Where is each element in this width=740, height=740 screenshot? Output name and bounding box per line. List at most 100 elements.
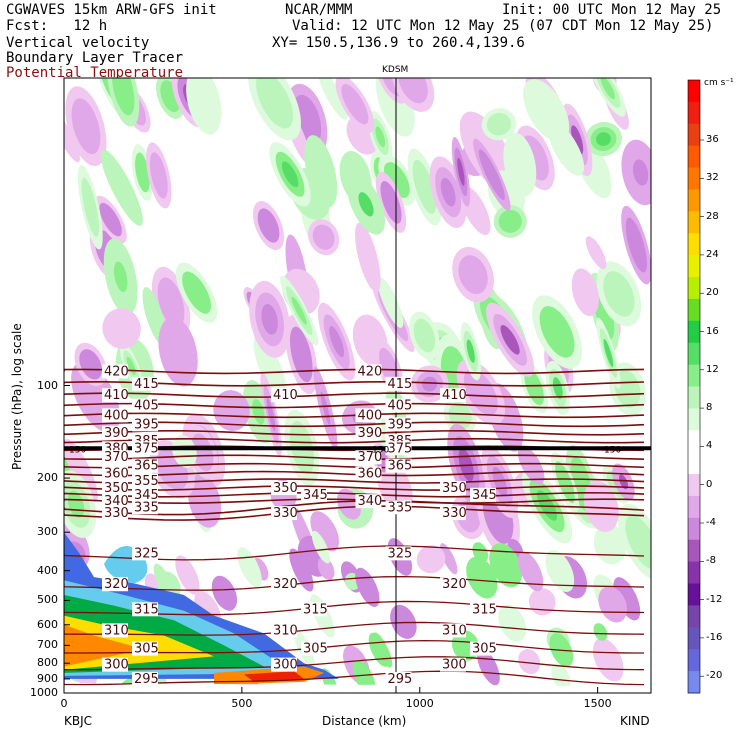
updraft-cell [523, 79, 570, 143]
downdraft-cell [384, 190, 398, 215]
theta-label-bg [102, 408, 128, 423]
y-tick-label: 1000 [30, 686, 58, 699]
colorbar-label: 0 [706, 478, 713, 490]
theta-label-bg [440, 657, 466, 672]
downdraft-cell [64, 439, 98, 503]
updraft-cell [545, 550, 575, 592]
theta-contour-label: 315 [134, 602, 159, 617]
theta-contour-label: 365 [388, 459, 413, 474]
y-tick-label: 700 [37, 638, 58, 652]
colorbar-swatch [688, 452, 700, 475]
theta-contour-label: 375 [134, 441, 159, 456]
theta-contour-label: 300 [273, 658, 298, 673]
theta-contour-label: 390 [358, 426, 383, 441]
theta-label-bg [271, 577, 297, 592]
downdraft-cell [149, 152, 168, 199]
theta-contour-label: 370 [358, 450, 383, 465]
downdraft-cell [218, 396, 245, 425]
colorbar-label: -20 [706, 670, 723, 682]
theta-contour-label: 370 [104, 450, 129, 465]
colorbar-swatch [688, 101, 700, 125]
theta-contour-label: 315 [472, 602, 497, 617]
colorbar-label: 32 [706, 172, 719, 184]
theta-contour-label: 315 [303, 602, 328, 617]
theta-label-bg [440, 388, 466, 403]
downdraft-cell [312, 224, 335, 250]
downdraft-cell [355, 222, 381, 292]
downdraft-cell [632, 159, 649, 186]
downdraft-cell [71, 98, 101, 155]
downdraft-cell [175, 555, 200, 595]
colorbar-swatch [688, 627, 700, 650]
updraft-cell [309, 145, 333, 197]
theta-contour-label: 420 [358, 364, 383, 379]
downdraft-cell [157, 277, 185, 328]
theta-label-bg [271, 388, 297, 403]
theta-contour-label: 320 [273, 577, 298, 592]
theta-contour-label: 325 [134, 546, 159, 561]
updraft-cell [317, 78, 348, 120]
terrain [64, 683, 651, 693]
theta-contour-label: 360 [358, 467, 383, 482]
y-tick-label: 300 [37, 525, 58, 539]
downdraft-cell [289, 548, 314, 592]
theta-contour-label: 365 [134, 459, 159, 474]
theta-label-bg [102, 481, 128, 496]
updraft-cell [116, 78, 130, 105]
theta-contour-label: 325 [388, 546, 413, 561]
colorbar-swatch [688, 430, 700, 453]
tropopause-label: 150 [604, 445, 621, 455]
colorbar-label: 16 [706, 325, 719, 337]
updraft-cell [291, 296, 307, 325]
theta-contour-label: 355 [134, 474, 159, 489]
theta-contour [64, 392, 645, 398]
colorbar-label: 8 [706, 402, 713, 414]
downdraft-cell [440, 543, 458, 575]
theta-contour-label: 405 [388, 399, 413, 414]
updraft-cell [552, 377, 563, 399]
station-marker-label: KDSM [382, 65, 409, 75]
theta-contour [64, 368, 645, 375]
colorbar-swatch [688, 145, 700, 169]
theta-contour-label: 330 [273, 506, 298, 521]
downdraft-cell [571, 125, 584, 155]
theta-label-bg [132, 417, 158, 432]
forecast-hour: Fcst: 12 h [6, 18, 108, 34]
downdraft-cell [500, 324, 520, 355]
colorbar-unit: cm s⁻¹ [704, 78, 734, 88]
downdraft-cell [192, 482, 217, 520]
colorbar-swatch [688, 474, 700, 497]
theta-label-bg [102, 466, 128, 481]
updraft-cell [524, 368, 544, 406]
theta-label-bg [385, 441, 412, 456]
downdraft-cell [158, 317, 198, 387]
downdraft-cell [571, 268, 599, 317]
theta-contour-label: 410 [442, 388, 467, 403]
field-boundary-layer-tracer: Boundary Layer Tracer [6, 50, 184, 66]
downdraft-cell [416, 545, 446, 574]
theta-contour-label: 295 [388, 672, 413, 687]
theta-contour-label: 330 [442, 506, 467, 521]
valid-time: Valid: 12 UTC Mon 12 May 25 (07 CDT Mon … [292, 18, 714, 34]
tropopause-label: 150 [69, 445, 86, 455]
colorbar-label: 20 [706, 287, 719, 299]
colorbar-swatch [688, 233, 700, 256]
x-tick-label: 1500 [583, 697, 612, 710]
potential-temperature-contours [64, 368, 651, 686]
updraft-cell [113, 261, 128, 293]
updraft-cell [375, 126, 386, 148]
downdraft-cell [341, 84, 369, 125]
y-tick-label: 600 [37, 617, 58, 631]
downdraft-cell [613, 577, 641, 621]
colorbar-label: 28 [706, 210, 719, 222]
theta-contour [64, 575, 645, 591]
colorbar-swatch [688, 320, 700, 344]
updraft-cell [503, 214, 517, 228]
updraft-cell [486, 112, 511, 136]
theta-contour [64, 505, 645, 521]
updraft-cell [551, 663, 571, 691]
theta-contour-label: 350 [104, 481, 129, 496]
downdraft-cell [314, 517, 335, 546]
updraft-cell [311, 530, 331, 564]
updraft-cell [596, 132, 611, 146]
